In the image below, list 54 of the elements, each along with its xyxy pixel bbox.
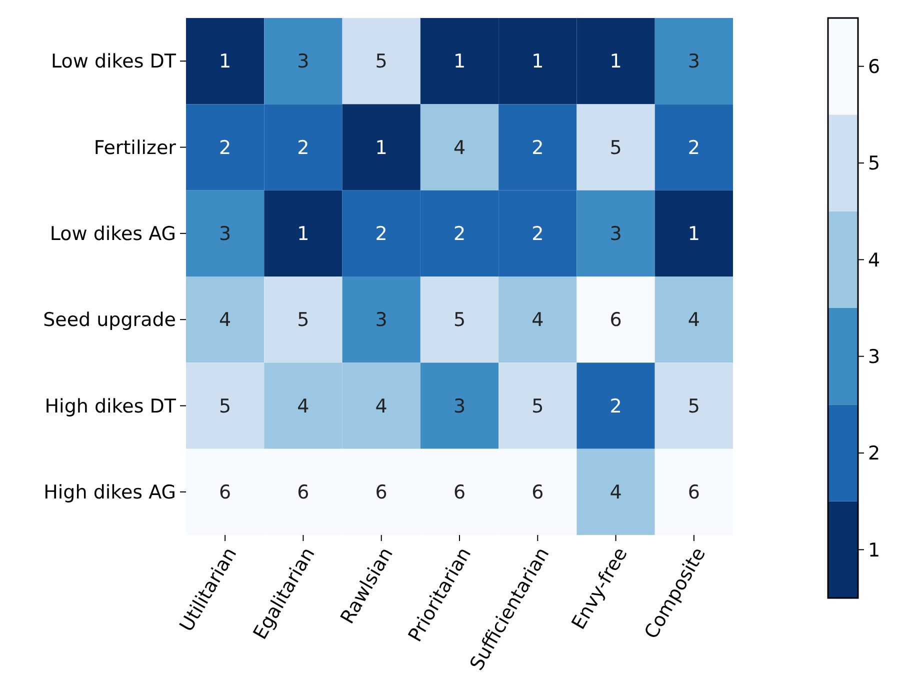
y-tick-label: Low dikes AG [50,223,176,246]
data-label: 1 [219,50,232,73]
data-label: 3 [688,50,700,73]
y-tick-label: Seed upgrade [43,309,176,332]
data-label: 3 [610,223,622,246]
data-label: 6 [297,482,310,504]
data-label: 4 [219,309,232,332]
color-bar-label: 2 [868,442,880,465]
color-bar-label: 5 [868,152,880,175]
y-tick-label: Low dikes DT [51,50,176,73]
data-label: 3 [219,223,232,246]
data-label: 1 [610,50,622,73]
data-label: 4 [532,309,544,332]
data-label: 5 [610,136,622,159]
data-label: 4 [610,482,622,504]
data-label: 5 [375,50,388,73]
data-label: 6 [453,482,466,504]
data-label: 6 [610,309,622,332]
color-bar-label: 4 [868,249,880,272]
data-label: 1 [532,50,544,73]
data-label: 2 [688,136,700,159]
data-label: 5 [219,395,232,418]
data-label: 4 [688,309,700,332]
data-label: 2 [532,136,544,159]
data-label: 2 [297,136,310,159]
data-label: 6 [375,482,388,504]
data-label: 2 [532,223,544,246]
data-label: 2 [219,136,232,159]
data-label: 5 [297,309,310,332]
data-label: 4 [297,395,310,418]
data-label: 4 [453,136,466,159]
data-label: 6 [219,482,232,504]
data-label: 4 [375,395,388,418]
data-label: 5 [532,395,544,418]
data-label: 5 [688,395,700,418]
data-label: 2 [453,223,466,246]
data-label: 3 [297,50,310,73]
y-tick-label: High dikes DT [44,395,176,418]
data-label: 3 [375,309,388,332]
data-label: 3 [453,395,466,418]
data-label: 1 [297,223,310,246]
data-label: 1 [375,136,388,159]
data-label: 6 [688,482,700,504]
data-label: 6 [532,482,544,504]
color-bar-label: 3 [868,346,880,368]
data-label: 2 [610,395,622,418]
data-label: 1 [453,50,466,73]
color-bar-label: 6 [868,56,880,78]
data-label: 5 [453,309,466,332]
data-label: 2 [375,223,388,246]
color-bar-label: 1 [868,539,880,562]
y-tick-label: High dikes AG [44,482,176,504]
data-label: 1 [688,223,700,246]
y-tick-label: Fertilizer [94,136,176,159]
